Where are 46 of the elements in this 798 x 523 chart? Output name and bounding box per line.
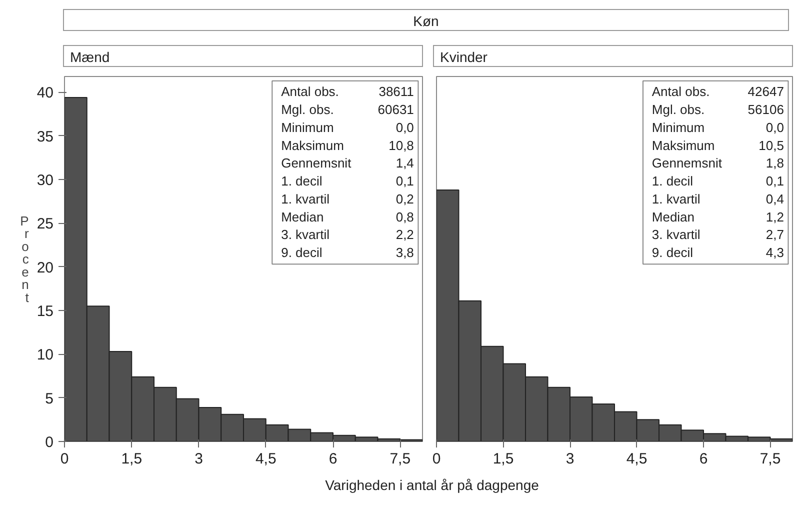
x-tick-label: 3: [194, 450, 203, 468]
text: Maksimum 10,5: [652, 138, 784, 153]
x-tick-label: 3: [566, 450, 574, 468]
x-tick-label: 7,5: [760, 450, 781, 468]
text: Gennemsnit 1,8: [652, 156, 784, 171]
text: Antal obs. 42647: [652, 84, 784, 100]
x-axis-title: Varigheden i antal år på dagpenge: [325, 476, 539, 495]
text: 3. kvartil 2,7: [652, 227, 784, 242]
x-tick-label: 1,5: [121, 450, 142, 468]
x-tick-label: 6: [699, 450, 708, 468]
x-tick-label: 7,5: [390, 450, 411, 468]
y-axis-title: Procent: [20, 213, 30, 305]
chart-title: Mænd: [70, 48, 110, 67]
text: 1. kvartil 0,2: [281, 191, 414, 206]
y-tick-label: 5: [45, 390, 54, 408]
text: Mgl. obs. 56106: [652, 102, 784, 118]
chart-subtitle: Køn: [413, 12, 439, 31]
x-tick-label: 4,5: [255, 450, 276, 468]
x-tick-label: 1,5: [492, 450, 514, 468]
x-tick-label: 4,5: [626, 450, 648, 468]
y-tick-label: 15: [36, 303, 54, 320]
y-tick-label: 35: [36, 128, 54, 146]
y-tick-label: 25: [36, 216, 54, 233]
y-tick-label: 30: [36, 172, 54, 190]
text: Maksimum 10,8: [281, 138, 414, 153]
y-tick-label: 0: [45, 434, 54, 451]
y-tick-label: 40: [36, 84, 54, 102]
y-tick-label: 10: [36, 346, 54, 364]
text: Minimum 0,0: [652, 120, 784, 135]
text: Median 1,2: [652, 209, 784, 224]
text: 3. kvartil 2,2: [281, 227, 414, 242]
text: 9. decil 4,3: [652, 245, 784, 260]
text: Antal obs. 38611: [281, 84, 414, 100]
x-tick-label: 0: [432, 450, 441, 468]
text: 9. decil 3,8: [281, 245, 414, 260]
text: 1. decil 0,1: [652, 174, 784, 189]
text: Median 0,8: [281, 209, 414, 224]
x-tick-label: 0: [60, 450, 69, 468]
y-tick-label: 20: [36, 259, 54, 276]
text: Mgl. obs. 60631: [281, 102, 414, 118]
text: 1. decil 0,1: [281, 174, 414, 189]
x-tick-label: 6: [328, 450, 338, 468]
chart-title: Kvinder: [440, 48, 488, 67]
text: 1. kvartil 0,4: [652, 191, 784, 206]
text: Minimum 0,0: [281, 120, 414, 135]
text: Gennemsnit 1,4: [281, 156, 414, 171]
